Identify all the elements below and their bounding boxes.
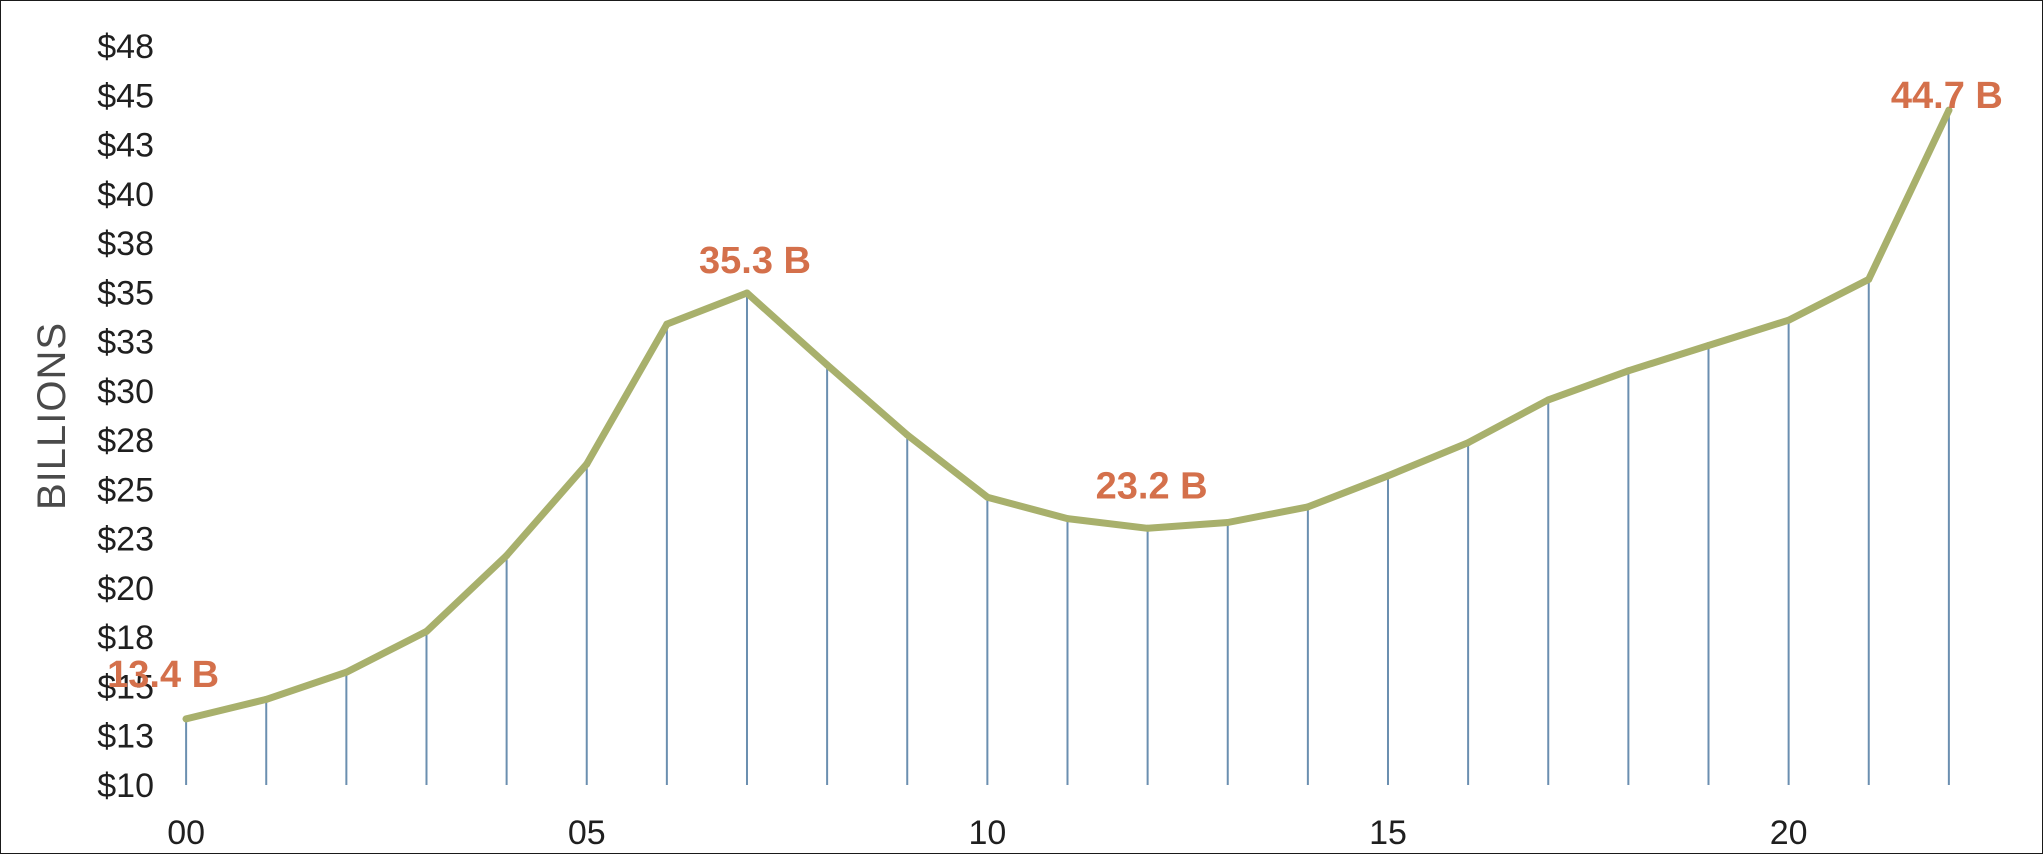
- x-tick-labels: 00 05 10 15 20: [167, 814, 1807, 852]
- y-tick-label: $18: [97, 619, 154, 657]
- data-label: 23.2 B: [1096, 465, 1208, 507]
- y-tick-label: $45: [97, 77, 154, 115]
- y-tick-label: $20: [97, 570, 154, 608]
- y-tick-label: $23: [97, 521, 154, 559]
- data-point: [1704, 341, 1712, 349]
- y-tick-label: $38: [97, 225, 154, 263]
- y-tick-label: $10: [97, 767, 154, 805]
- y-tick-label: $13: [97, 718, 154, 756]
- y-tick-label: $48: [97, 28, 154, 66]
- series-layer: [182, 106, 1953, 723]
- y-tick-label: $25: [97, 471, 154, 509]
- data-point: [1144, 524, 1152, 532]
- y-tick-label: $43: [97, 127, 154, 165]
- data-point: [983, 493, 991, 501]
- y-tick-label: $28: [97, 422, 154, 460]
- y-tick-label: $40: [97, 176, 154, 214]
- data-labels: 13.4 B 35.3 B 23.2 B 44.7 B: [107, 75, 2003, 696]
- x-tick-label: 00: [167, 814, 205, 852]
- data-point: [1384, 472, 1392, 480]
- data-point: [1304, 503, 1312, 511]
- x-tick-label: 15: [1369, 814, 1407, 852]
- data-label: 35.3 B: [699, 240, 811, 282]
- data-point: [1464, 439, 1472, 447]
- data-label: 44.7 B: [1891, 75, 2003, 117]
- data-label: 13.4 B: [107, 654, 219, 696]
- data-point: [663, 320, 671, 328]
- y-tick-label: $30: [97, 373, 154, 411]
- data-point: [1544, 396, 1552, 404]
- drop-lines: [185, 110, 1950, 785]
- x-tick-label: 05: [568, 814, 606, 852]
- y-tick-label: $15: [97, 668, 154, 706]
- data-point: [1945, 106, 1953, 114]
- data-point: [422, 627, 430, 635]
- y-axis-title: BILLIONS: [30, 322, 74, 510]
- data-point: [1785, 316, 1793, 324]
- data-point: [903, 431, 911, 439]
- data-point: [823, 361, 831, 369]
- data-point: [182, 715, 190, 723]
- data-point: [1624, 367, 1632, 375]
- x-tick-label: 10: [968, 814, 1006, 852]
- data-point: [262, 695, 270, 703]
- data-point: [503, 552, 511, 560]
- data-point: [1224, 518, 1232, 526]
- data-point: [1865, 275, 1873, 283]
- data-point: [1063, 515, 1071, 523]
- y-tick-labels: $10 $13 $15 $18 $20 $23 $25 $28 $30 $33 $35 $38 $40 $…: [97, 28, 154, 805]
- y-tick-label: $33: [97, 324, 154, 362]
- y-tick-label: $35: [97, 274, 154, 312]
- data-point: [342, 668, 350, 676]
- y-axis-title-group: BILLIONS: [30, 322, 74, 510]
- data-point: [743, 289, 751, 297]
- data-point: [583, 460, 591, 468]
- x-tick-label: 20: [1770, 814, 1808, 852]
